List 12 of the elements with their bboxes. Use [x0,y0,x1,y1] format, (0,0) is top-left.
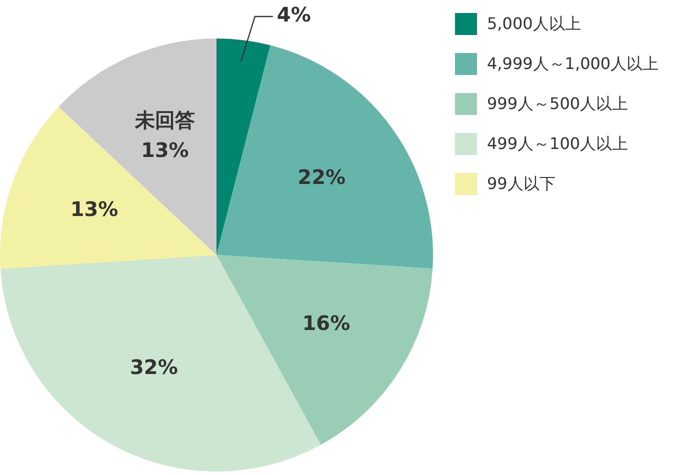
legend-label: 4,999人～1,000人以上 [487,54,659,74]
data-label: 4% [276,2,311,27]
data-label: 22% [298,164,346,189]
legend-label: 499人～100人以上 [487,134,628,154]
data-label: 13% [140,138,189,162]
data-label: 32% [130,355,178,380]
data-label: 13% [70,197,118,222]
legend-label: 99人以下 [487,174,556,194]
legend-label: 999人～500人以上 [487,94,628,114]
legend-label: 5,000人以上 [487,14,581,34]
data-label: 16% [302,310,350,335]
slice-label: 未回答 [134,108,195,132]
